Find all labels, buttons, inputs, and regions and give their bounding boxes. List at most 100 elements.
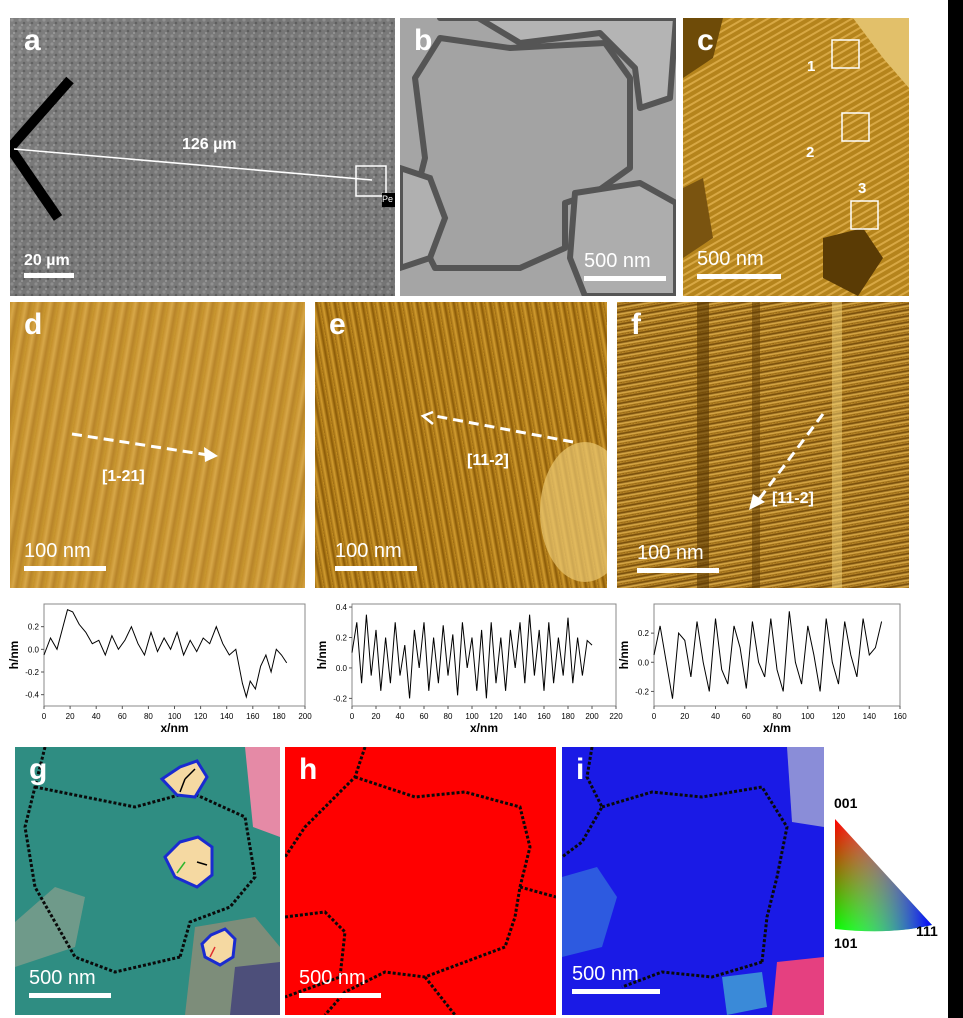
y-tick-label: 0.2 bbox=[28, 623, 40, 632]
scale-bar: 20 µm bbox=[24, 252, 74, 278]
x-tick-label: 120 bbox=[194, 712, 208, 721]
scale-bar: 100 nm bbox=[335, 540, 417, 571]
scale-bar: 500 nm bbox=[572, 963, 660, 994]
scale-bar-line bbox=[299, 993, 381, 998]
scale-bar: 500 nm bbox=[29, 967, 111, 998]
scale-bar: 100 nm bbox=[24, 540, 106, 571]
y-tick-label: 0.0 bbox=[28, 645, 40, 654]
x-tick-label: 120 bbox=[832, 712, 846, 721]
scale-bar-line bbox=[29, 993, 111, 998]
x-tick-label: 140 bbox=[863, 712, 877, 721]
y-tick-label: 0.0 bbox=[638, 658, 650, 667]
panel-i-overlay bbox=[562, 747, 824, 1015]
scale-bar: 500 nm bbox=[299, 967, 381, 998]
scale-bar-line bbox=[572, 989, 660, 994]
scale-bar-line bbox=[697, 274, 781, 279]
panel-label: f bbox=[631, 308, 641, 341]
profile-chart-d: 0 20 40 60 80 100 120 140 160 180 200 0.2 0.0 -0.2 -0.… bbox=[7, 603, 312, 735]
scale-bar: 100 nm bbox=[637, 542, 719, 573]
scale-bar-label: 100 nm bbox=[335, 540, 402, 562]
legend-label-101: 101 bbox=[834, 935, 858, 951]
profile-chart-f: 0 20 40 60 80 100 120 140 160 0.2 0.0 -0.2 x/nm h/nm bbox=[617, 603, 907, 735]
direction-label: [11-2] bbox=[772, 490, 814, 507]
y-tick-label: -0.2 bbox=[25, 668, 39, 677]
ipf-triangle bbox=[835, 819, 932, 932]
direction-label: [1-21] bbox=[102, 468, 145, 485]
panel-label: h bbox=[299, 753, 318, 786]
direction-arrow bbox=[71, 432, 218, 462]
x-tick-label: 0 bbox=[42, 712, 47, 721]
x-tick-label: 0 bbox=[350, 712, 355, 721]
scale-bar-label: 500 nm bbox=[697, 248, 764, 270]
x-tick-label: 40 bbox=[92, 712, 101, 721]
x-axis-label: x/nm bbox=[160, 721, 188, 735]
y-tick-label: 0.2 bbox=[336, 633, 348, 642]
x-tick-label: 80 bbox=[773, 712, 782, 721]
corner-tag: Pe bbox=[382, 194, 394, 204]
profile-line bbox=[351, 614, 593, 699]
scale-bar-line bbox=[24, 273, 74, 278]
scale-bar-line bbox=[637, 568, 719, 573]
scale-bar-label: 100 nm bbox=[637, 542, 704, 564]
x-tick-label: 160 bbox=[246, 712, 260, 721]
scale-bar-label: 500 nm bbox=[584, 250, 651, 272]
y-axis-label: h/nm bbox=[7, 641, 21, 670]
x-tick-label: 160 bbox=[537, 712, 551, 721]
scale-bar-label: 500 nm bbox=[29, 967, 96, 989]
x-tick-label: 200 bbox=[585, 712, 599, 721]
direction-arrow bbox=[697, 302, 842, 588]
x-tick-label: 60 bbox=[742, 712, 751, 721]
profile-plot-e: 0 20 40 60 80 100 120 140 160 180 200 220 0.4 0.2 0.0 -… bbox=[308, 596, 626, 736]
panel-g-overlay bbox=[15, 747, 280, 1015]
x-tick-label: 180 bbox=[272, 712, 286, 721]
y-tick-label: -0.4 bbox=[25, 691, 39, 700]
roi-label-3: 3 bbox=[858, 180, 867, 197]
panel-b-overlay bbox=[400, 18, 676, 296]
scale-bar-label: 500 nm bbox=[572, 963, 639, 985]
panel-d: d [1-21] 100 nm bbox=[10, 302, 305, 588]
panel-c-overlay bbox=[683, 18, 909, 296]
x-axis-label: x/nm bbox=[470, 721, 498, 735]
y-axis-label: h/nm bbox=[617, 641, 631, 670]
x-tick-label: 40 bbox=[711, 712, 720, 721]
panel-a: a 126 µm Pe 20 µm bbox=[10, 18, 395, 296]
distance-label: 126 µm bbox=[182, 136, 237, 153]
y-tick-label: -0.2 bbox=[333, 694, 347, 703]
x-tick-label: 20 bbox=[680, 712, 689, 721]
panel-label: c bbox=[697, 24, 714, 57]
profile-line bbox=[653, 611, 883, 699]
cube-glyph-2 bbox=[163, 835, 214, 889]
y-tick-label: -0.2 bbox=[635, 687, 649, 696]
panel-label: a bbox=[24, 24, 41, 57]
roi-label-1: 1 bbox=[807, 58, 816, 75]
profile-plot-d: 0 20 40 60 80 100 120 140 160 180 200 0.2 0.0 -0.2 -0.… bbox=[0, 596, 315, 736]
y-tick-label: 0.4 bbox=[336, 603, 348, 612]
x-tick-label: 20 bbox=[372, 712, 381, 721]
y-tick-label: 0.2 bbox=[638, 629, 650, 638]
scale-bar-label: 100 nm bbox=[24, 540, 91, 562]
scale-bar: 500 nm bbox=[584, 250, 666, 281]
scale-bar-line bbox=[584, 276, 666, 281]
legend-label-111: 111 bbox=[916, 923, 938, 939]
panel-g: g 500 nm bbox=[15, 747, 280, 1015]
panel-label: b bbox=[414, 24, 433, 57]
panel-label: i bbox=[576, 753, 585, 786]
right-edge-rail bbox=[948, 0, 963, 1018]
scale-bar: 500 nm bbox=[697, 248, 781, 279]
direction-arrow bbox=[420, 410, 607, 582]
plot-frame bbox=[43, 603, 306, 707]
scale-bar-line bbox=[335, 566, 417, 571]
x-tick-label: 180 bbox=[561, 712, 575, 721]
y-tick-label: 0.0 bbox=[336, 664, 348, 673]
scale-bar-line bbox=[24, 566, 106, 571]
x-tick-label: 100 bbox=[801, 712, 815, 721]
x-tick-label: 40 bbox=[396, 712, 405, 721]
x-tick-label: 100 bbox=[465, 712, 479, 721]
x-tick-label: 140 bbox=[513, 712, 527, 721]
roi-label-2: 2 bbox=[806, 144, 815, 161]
x-tick-label: 60 bbox=[420, 712, 429, 721]
panel-label: g bbox=[29, 753, 48, 786]
x-tick-label: 120 bbox=[489, 712, 503, 721]
x-tick-label: 220 bbox=[609, 712, 623, 721]
x-tick-label: 20 bbox=[66, 712, 75, 721]
